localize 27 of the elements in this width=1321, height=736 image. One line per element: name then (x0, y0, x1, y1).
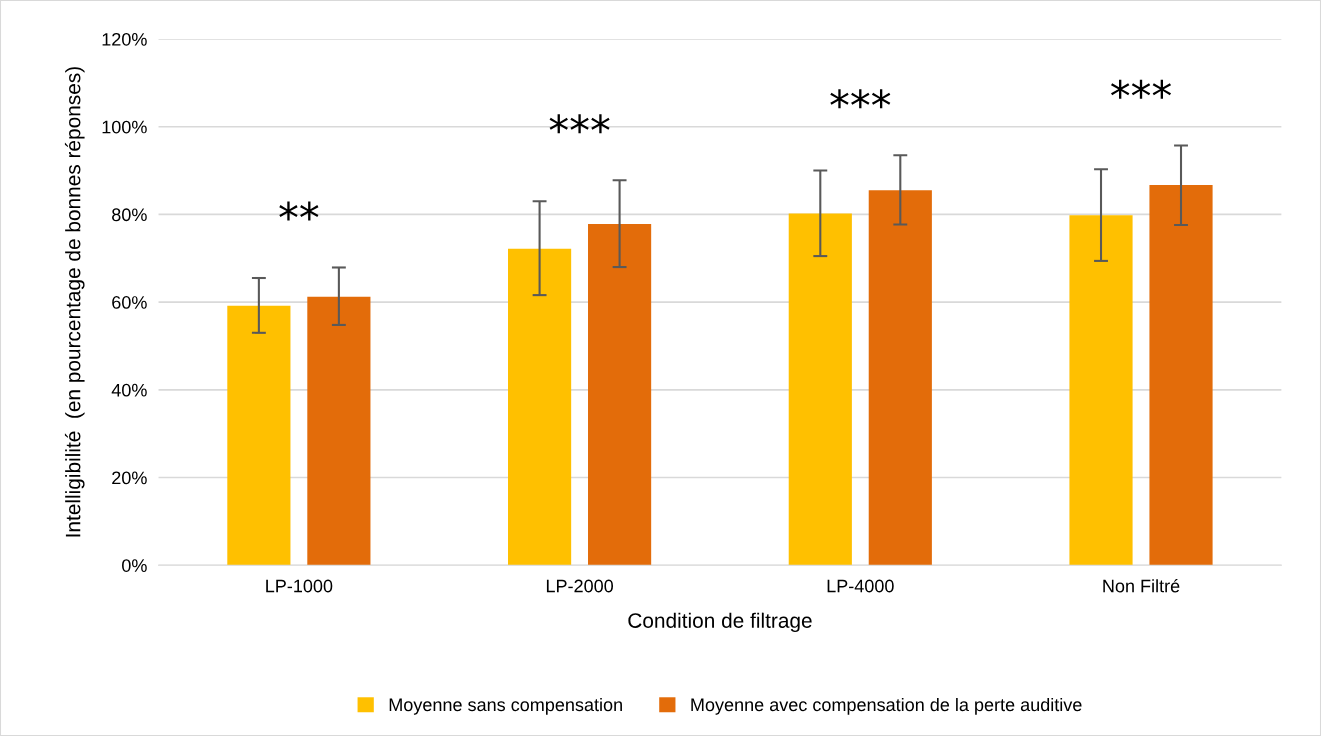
y-tick-label: 40% (111, 383, 147, 397)
x-tick-label: LP-1000 (266, 579, 333, 593)
y-tick-label: 20% (112, 471, 147, 485)
x-tick-label: Non Filtré (1103, 578, 1180, 593)
y-axis-title: Intelligibilité (en pourcentage de bonnes réponses) (64, 67, 85, 537)
x-tick-label: LP-2000 (546, 579, 614, 593)
x-tick-label: LP-4000 (827, 579, 894, 593)
x-axis-title: Condition de filtrage (628, 612, 812, 633)
bar (227, 305, 291, 566)
annotation: *** (830, 89, 891, 109)
bar (868, 190, 932, 566)
bar (508, 248, 572, 566)
legend-label: Moyenne avec compensation de la perte auditive (691, 697, 1082, 715)
annotation: *** (1111, 79, 1172, 99)
bar (1069, 215, 1133, 566)
annotation: *** (549, 114, 610, 134)
y-tick-label: 0% (122, 559, 147, 572)
bar (788, 213, 852, 566)
y-tick-label: 80% (112, 208, 147, 222)
bar (588, 224, 652, 566)
bar (307, 296, 371, 566)
bar (1149, 185, 1213, 566)
y-tick-label: 60% (112, 296, 147, 309)
annotation: ** (279, 201, 319, 221)
y-tick-label: 100% (102, 120, 147, 134)
y-tick-label: 120% (102, 32, 147, 46)
legend-label: Moyenne sans compensation (389, 697, 622, 715)
